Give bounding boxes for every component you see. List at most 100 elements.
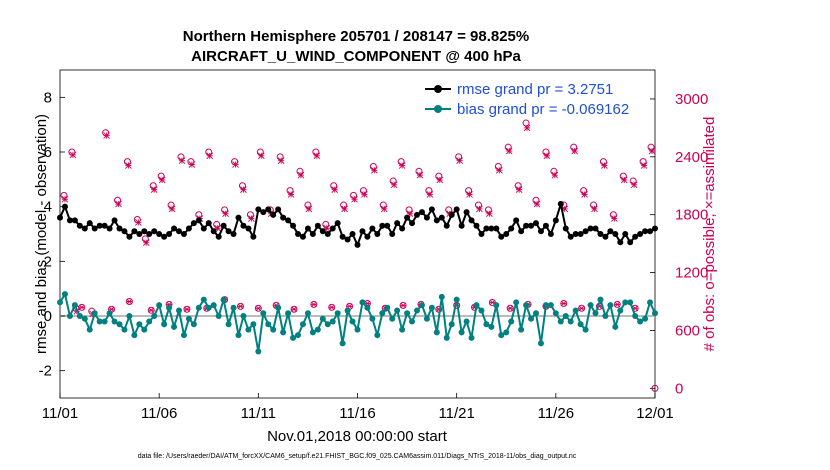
rmse-point <box>156 231 163 237</box>
rmse-point <box>642 228 649 235</box>
bias-point <box>453 296 460 303</box>
bias-point <box>647 299 654 306</box>
obs-assimilated-marker <box>436 176 444 184</box>
bias-point <box>493 302 500 309</box>
x-tick-label: 11/01 <box>42 405 78 422</box>
rmse-point <box>503 231 510 237</box>
bias-point <box>488 323 495 330</box>
bias-point <box>111 318 118 325</box>
bias-point <box>86 326 93 333</box>
obs-assimilated-marker <box>648 147 656 155</box>
legend-rmse-marker <box>434 85 442 93</box>
bias-point <box>394 307 401 314</box>
obs-assimilated-marker <box>630 181 638 189</box>
legend-rmse-label: rmse grand pr = 3.2751 <box>457 81 613 98</box>
rmse-point <box>185 225 192 232</box>
obs-possible-low-marker <box>236 302 244 310</box>
bias-point <box>235 332 242 339</box>
rmse-point <box>240 222 247 229</box>
rmse-point <box>111 217 118 224</box>
obs-assimilated-marker <box>277 157 285 165</box>
rmse-point <box>176 228 182 235</box>
bias-point <box>498 332 505 339</box>
bias-point <box>314 326 321 333</box>
x-axis-ticks: 11/01 11/06 11/11 11/16 11/21 11/26 12/01 <box>42 393 674 422</box>
bias-point <box>280 329 287 336</box>
bias-point <box>304 310 311 317</box>
rmse-point <box>518 228 525 235</box>
rmse-point <box>498 233 505 240</box>
bias-point <box>61 291 68 298</box>
rmse-point <box>309 231 316 237</box>
bias-point <box>230 304 237 311</box>
bias-point <box>250 321 257 328</box>
obs-assimilated-marker <box>581 191 588 198</box>
obs-assimilated-low-marker <box>400 302 406 309</box>
left-tick-label: 2 <box>44 253 52 270</box>
obs-assimilated-low-marker <box>291 306 297 313</box>
bias-point <box>374 332 381 339</box>
bias-point <box>299 321 306 328</box>
rmse-point <box>131 228 138 235</box>
obs-assimilated-marker <box>142 239 150 247</box>
rmse-point <box>577 231 584 237</box>
rmse-point <box>587 225 594 232</box>
right-tick-label: 0 <box>675 380 683 397</box>
rmse-point <box>141 228 148 235</box>
bias-point <box>220 296 227 303</box>
chart-subtitle: AIRCRAFT_U_WIND_COMPONENT @ 400 hPa <box>191 48 521 65</box>
rmse-point <box>230 231 237 237</box>
rmse-point <box>379 222 386 229</box>
bias-point <box>622 299 629 306</box>
bias-point <box>384 304 391 311</box>
obs-possible-low-marker <box>399 301 407 309</box>
bias-point <box>349 318 356 325</box>
rmse-point <box>369 225 376 232</box>
bias-point <box>423 315 430 322</box>
obs-assimilated-marker <box>523 124 531 132</box>
rmse-point <box>428 206 435 213</box>
obs-assimilated-low-marker <box>148 307 155 314</box>
obs-assimilated-low-marker <box>126 298 133 305</box>
x-tick-label: 11/26 <box>538 405 574 422</box>
obs-assimilated-marker <box>611 215 618 222</box>
obs-assimilated-low-marker <box>78 304 85 311</box>
obs-possible-low-marker <box>147 306 155 314</box>
obs-assimilated-low-marker <box>311 301 317 308</box>
rmse-point <box>528 222 535 229</box>
rmse-point <box>285 217 292 224</box>
bias-point <box>632 313 639 319</box>
obs-possible-low-marker <box>183 305 191 313</box>
obs-assimilated-marker <box>150 186 158 193</box>
rmse-point <box>146 231 153 237</box>
rmse-point <box>399 225 406 232</box>
bias-point <box>463 318 470 325</box>
rmse-point <box>86 220 93 227</box>
x-axis-label: Nov.01,2018 00:00:00 start <box>267 428 448 445</box>
bias-point <box>215 313 222 319</box>
bias-point <box>582 326 589 333</box>
bias-point <box>399 326 406 333</box>
rmse-point <box>423 214 430 221</box>
bias-point <box>285 310 292 317</box>
bias-point <box>334 310 341 317</box>
obs-assimilated-marker <box>398 162 406 169</box>
y-axis-label-left: rmse and bias (model - observation) <box>33 114 50 354</box>
bias-point <box>166 304 173 311</box>
obs-assimilated-marker <box>206 152 214 160</box>
rmse-point <box>200 225 207 232</box>
obs-assimilated-low-marker <box>255 305 262 312</box>
left-tick-label: 8 <box>44 89 52 106</box>
bias-point <box>557 318 564 325</box>
obs-assimilated-marker <box>248 215 255 222</box>
bias-point <box>156 302 163 309</box>
rmse-point <box>319 228 326 235</box>
obs-assimilated-low-marker <box>560 300 567 307</box>
bias-point <box>508 318 515 325</box>
rmse-point <box>151 228 158 235</box>
bias-point <box>339 340 346 347</box>
right-tick-label: 2400 <box>675 149 708 166</box>
rmse-point <box>205 220 212 227</box>
bias-point <box>542 302 549 309</box>
